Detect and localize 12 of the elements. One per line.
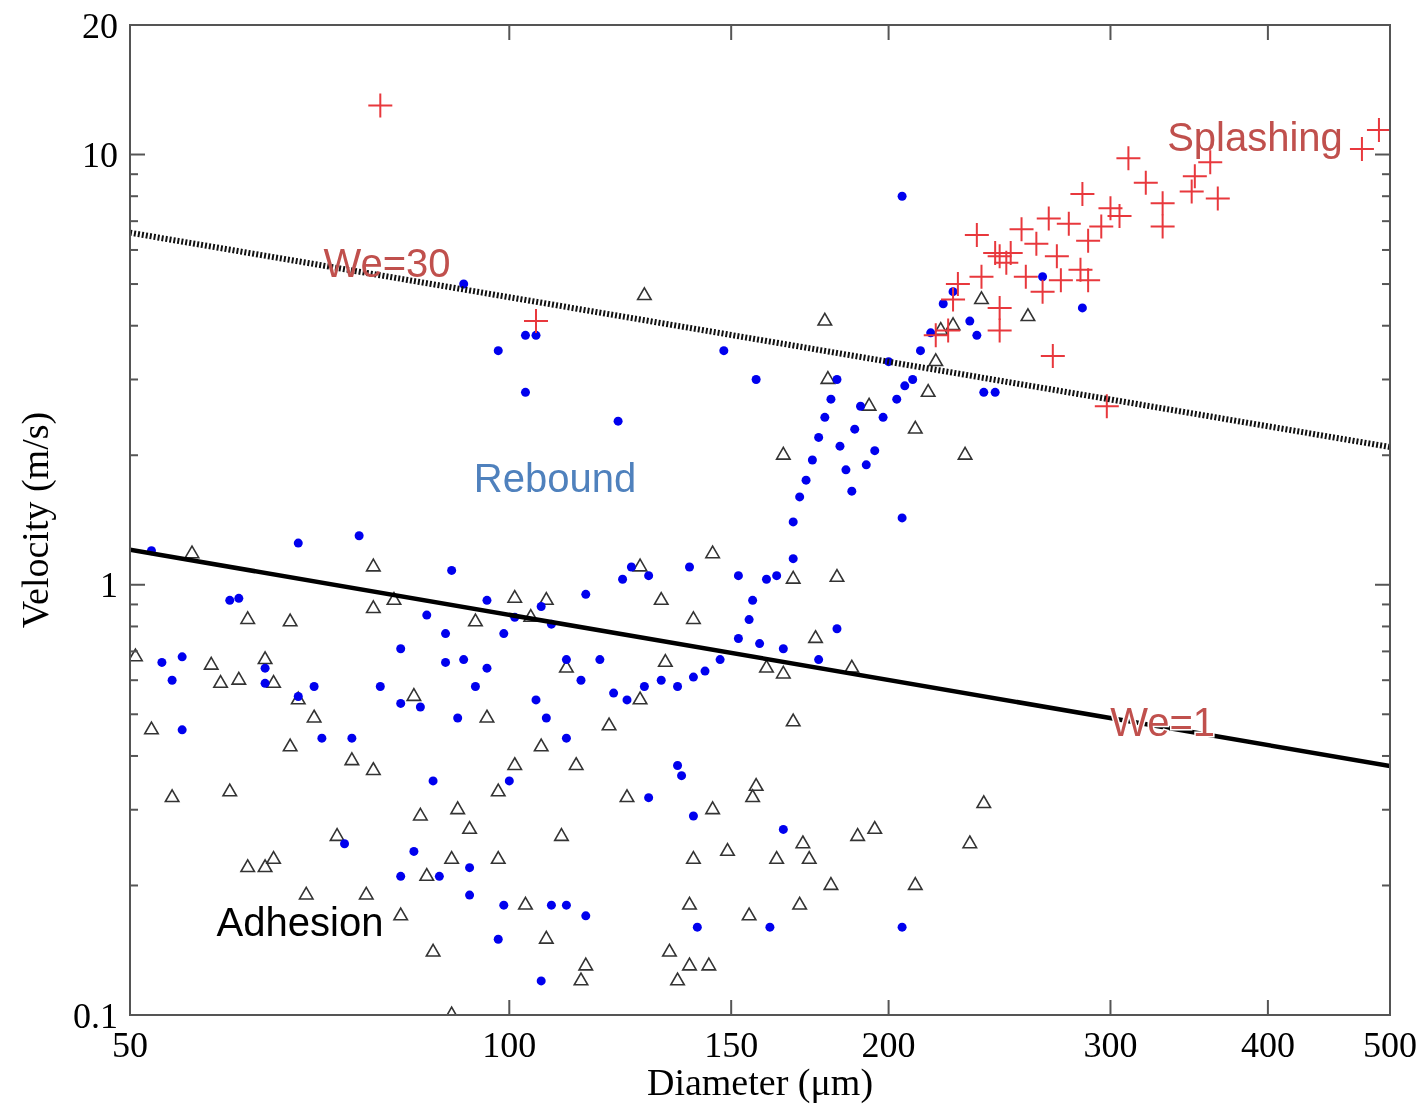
y-tick-label: 20 (82, 5, 118, 46)
annotation: Rebound (473, 456, 637, 500)
y-tick-label: 1 (100, 565, 118, 606)
x-tick-label: 400 (1240, 1025, 1295, 1065)
y-axis-title: Velocity (m/s) (14, 411, 57, 629)
annotation: Adhesion (216, 900, 384, 944)
y-tick-label: 10 (82, 135, 118, 176)
x-tick-label: 300 (1083, 1025, 1138, 1065)
x-tick-label: 100 (482, 1025, 537, 1065)
annotation: We=30 (323, 241, 451, 285)
annotation: Splashing (1167, 115, 1343, 159)
x-tick-label: 500 (1363, 1025, 1417, 1065)
